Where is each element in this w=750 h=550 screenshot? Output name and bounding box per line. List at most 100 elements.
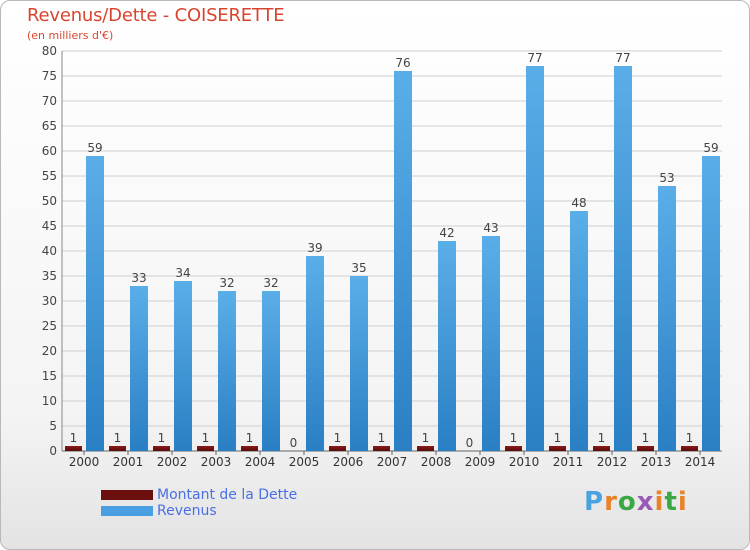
- bar-revenue: [306, 256, 324, 451]
- y-tick-label: 75: [42, 69, 57, 83]
- bar-revenue: [218, 291, 236, 451]
- bar-revenue: [482, 236, 500, 451]
- x-tick-label: 2010: [509, 455, 540, 469]
- data-label-revenue: 76: [395, 56, 410, 70]
- x-tick-label: 2014: [685, 455, 716, 469]
- bar-revenue: [394, 71, 412, 451]
- data-label-revenue: 32: [263, 276, 278, 290]
- data-label-debt: 1: [598, 431, 606, 445]
- bar-debt: [593, 446, 610, 451]
- data-label-debt: 1: [246, 431, 254, 445]
- x-tick-label: 2001: [113, 455, 144, 469]
- data-label-revenue: 43: [483, 221, 498, 235]
- bar-debt: [373, 446, 390, 451]
- data-label-debt: 1: [378, 431, 386, 445]
- x-tick-label: 2002: [157, 455, 188, 469]
- bar-revenue: [658, 186, 676, 451]
- data-label-debt: 1: [422, 431, 430, 445]
- bar-revenue: [86, 156, 104, 451]
- data-label-debt: 0: [466, 436, 474, 450]
- logo-letter: o: [617, 487, 637, 517]
- logo-letter: i: [654, 487, 665, 517]
- legend-label-revenue: Revenus: [157, 503, 217, 519]
- bar-revenue: [130, 286, 148, 451]
- x-tick-label: 2013: [641, 455, 672, 469]
- data-label-revenue: 48: [571, 196, 586, 210]
- legend-label-debt: Montant de la Dette: [157, 487, 298, 503]
- data-label-revenue: 53: [659, 171, 674, 185]
- data-label-revenue: 35: [351, 261, 366, 275]
- legend-swatch-revenue: [101, 506, 153, 516]
- bar-debt: [65, 446, 82, 451]
- bar-revenue: [702, 156, 720, 451]
- y-tick-label: 45: [42, 219, 57, 233]
- legend-item-debt: Montant de la Dette: [101, 487, 297, 503]
- bar-revenue: [526, 66, 544, 451]
- bar-debt: [637, 446, 654, 451]
- data-label-debt: 0: [290, 436, 298, 450]
- bar-debt: [505, 446, 522, 451]
- y-tick-label: 35: [42, 269, 57, 283]
- chart-subtitle: (en milliers d'€): [27, 29, 114, 42]
- bar-revenue: [570, 211, 588, 451]
- bar-debt: [109, 446, 126, 451]
- y-tick-label: 50: [42, 194, 57, 208]
- x-tick-label: 2005: [289, 455, 320, 469]
- bar-revenue: [174, 281, 192, 451]
- logo-letter: x: [636, 487, 655, 517]
- data-label-debt: 1: [334, 431, 342, 445]
- y-tick-label: 60: [42, 144, 57, 158]
- data-label-revenue: 59: [87, 141, 102, 155]
- y-tick-label: 30: [42, 294, 57, 308]
- data-label-revenue: 33: [131, 271, 146, 285]
- legend: Montant de la Dette Revenus: [101, 487, 297, 519]
- data-label-revenue: 32: [219, 276, 234, 290]
- y-tick-label: 20: [42, 344, 57, 358]
- logo-letter: t: [664, 487, 678, 517]
- data-label-revenue: 59: [703, 141, 718, 155]
- data-label-revenue: 77: [527, 51, 542, 65]
- data-label-revenue: 42: [439, 226, 454, 240]
- legend-item-revenue: Revenus: [101, 503, 297, 519]
- chart-title: Revenus/Dette - COISERETTE: [27, 5, 285, 26]
- bar-debt: [197, 446, 214, 451]
- x-tick-label: 2007: [377, 455, 408, 469]
- data-label-debt: 1: [554, 431, 562, 445]
- logo-letter: P: [584, 487, 605, 517]
- y-tick-label: 40: [42, 244, 57, 258]
- logo-letter: r: [604, 487, 618, 517]
- bar-revenue: [350, 276, 368, 451]
- data-label-debt: 1: [686, 431, 694, 445]
- data-label-revenue: 39: [307, 241, 322, 255]
- data-label-debt: 1: [158, 431, 166, 445]
- bar-debt: [681, 446, 698, 451]
- data-label-debt: 1: [642, 431, 650, 445]
- bar-revenue: [438, 241, 456, 451]
- data-label-debt: 1: [510, 431, 518, 445]
- bar-revenue: [614, 66, 632, 451]
- x-tick-label: 2011: [553, 455, 584, 469]
- y-tick-label: 55: [42, 169, 57, 183]
- bar-revenue: [262, 291, 280, 451]
- y-tick-label: 10: [42, 394, 57, 408]
- x-tick-label: 2008: [421, 455, 452, 469]
- logo-letter: i: [677, 487, 688, 517]
- y-tick-label: 25: [42, 319, 57, 333]
- x-tick-label: 2000: [69, 455, 100, 469]
- data-label-debt: 1: [202, 431, 210, 445]
- bar-debt: [153, 446, 170, 451]
- x-tick-label: 2003: [201, 455, 232, 469]
- bar-debt: [549, 446, 566, 451]
- y-tick-label: 70: [42, 94, 57, 108]
- data-label-debt: 1: [114, 431, 122, 445]
- proxiti-logo: Proxiti: [584, 487, 688, 517]
- bar-debt: [241, 446, 258, 451]
- bar-debt: [329, 446, 346, 451]
- data-label-revenue: 34: [175, 266, 190, 280]
- data-label-debt: 1: [70, 431, 78, 445]
- x-tick-label: 2012: [597, 455, 628, 469]
- bar-debt: [417, 446, 434, 451]
- x-tick-label: 2004: [245, 455, 276, 469]
